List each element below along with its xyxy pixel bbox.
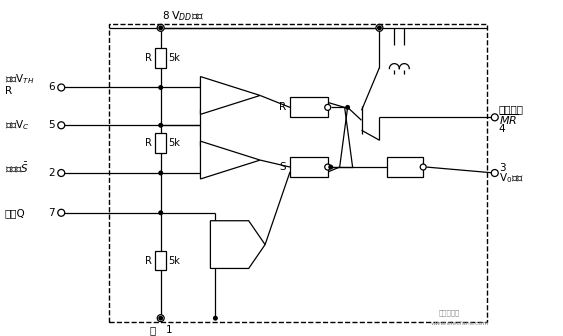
Bar [155,133,166,153]
Text: 1: 1 [166,325,172,335]
Polygon shape [211,221,265,268]
Text: 阈值V$_{TH}$: 阈值V$_{TH}$ [5,73,34,86]
Text: www.elecfans.com: www.elecfans.com [430,321,489,326]
Text: 5k: 5k [168,138,180,148]
Text: 2: 2 [48,168,55,178]
Polygon shape [200,77,260,114]
Circle shape [158,210,163,215]
Text: 5: 5 [48,120,55,130]
Text: V$_0$输出: V$_0$输出 [499,171,524,185]
Text: 电子发烧友: 电子发烧友 [439,309,459,316]
Text: 放电Q: 放电Q [5,208,25,218]
Text: +: + [204,147,213,157]
Circle shape [491,170,498,176]
Text: V$_{DD}$电源: V$_{DD}$电源 [171,9,204,23]
Text: $A_1$: $A_1$ [232,89,245,102]
Text: R: R [145,138,152,148]
Circle shape [325,164,330,170]
Text: +: + [303,101,314,114]
Circle shape [158,123,163,128]
Text: 控制V$_C$: 控制V$_C$ [5,118,29,132]
Text: −: − [204,163,213,173]
Circle shape [376,25,383,31]
Circle shape [158,316,163,321]
Text: R: R [145,53,152,63]
Text: R: R [279,102,287,112]
Circle shape [157,25,164,31]
Text: $\overline{MR}$: $\overline{MR}$ [499,112,518,127]
Text: S: S [280,162,287,172]
Text: 8: 8 [163,11,169,21]
Text: R: R [145,255,152,265]
Circle shape [157,315,164,322]
Text: $A_2$: $A_2$ [232,153,244,167]
Circle shape [377,25,382,30]
Bar [109,24,487,322]
Circle shape [58,84,65,91]
Bar [387,157,423,177]
Text: +: + [204,83,213,92]
Circle shape [491,114,498,121]
Circle shape [158,25,163,30]
Text: 位触发$\bar{S}$: 位触发$\bar{S}$ [5,161,29,175]
Text: −: − [204,98,213,109]
Circle shape [325,104,330,110]
Text: 6: 6 [48,83,55,92]
Circle shape [158,170,163,175]
Circle shape [58,170,65,176]
Text: 地: 地 [149,325,156,335]
Bar [155,251,166,270]
Text: 7: 7 [48,208,55,218]
Text: 4: 4 [499,124,506,134]
Circle shape [58,122,65,129]
Bar [290,157,328,177]
Bar [290,97,328,117]
Text: R: R [5,86,12,96]
Text: 5k: 5k [168,255,180,265]
Text: 强制复位: 强制复位 [499,104,524,114]
Text: +: + [303,161,314,173]
Bar [155,48,166,68]
Circle shape [58,209,65,216]
Polygon shape [200,141,260,179]
Circle shape [420,164,426,170]
Circle shape [345,105,350,110]
Circle shape [158,85,163,90]
Circle shape [328,165,333,170]
Text: 3: 3 [499,163,506,173]
Circle shape [213,316,218,321]
Text: 5k: 5k [168,53,180,63]
